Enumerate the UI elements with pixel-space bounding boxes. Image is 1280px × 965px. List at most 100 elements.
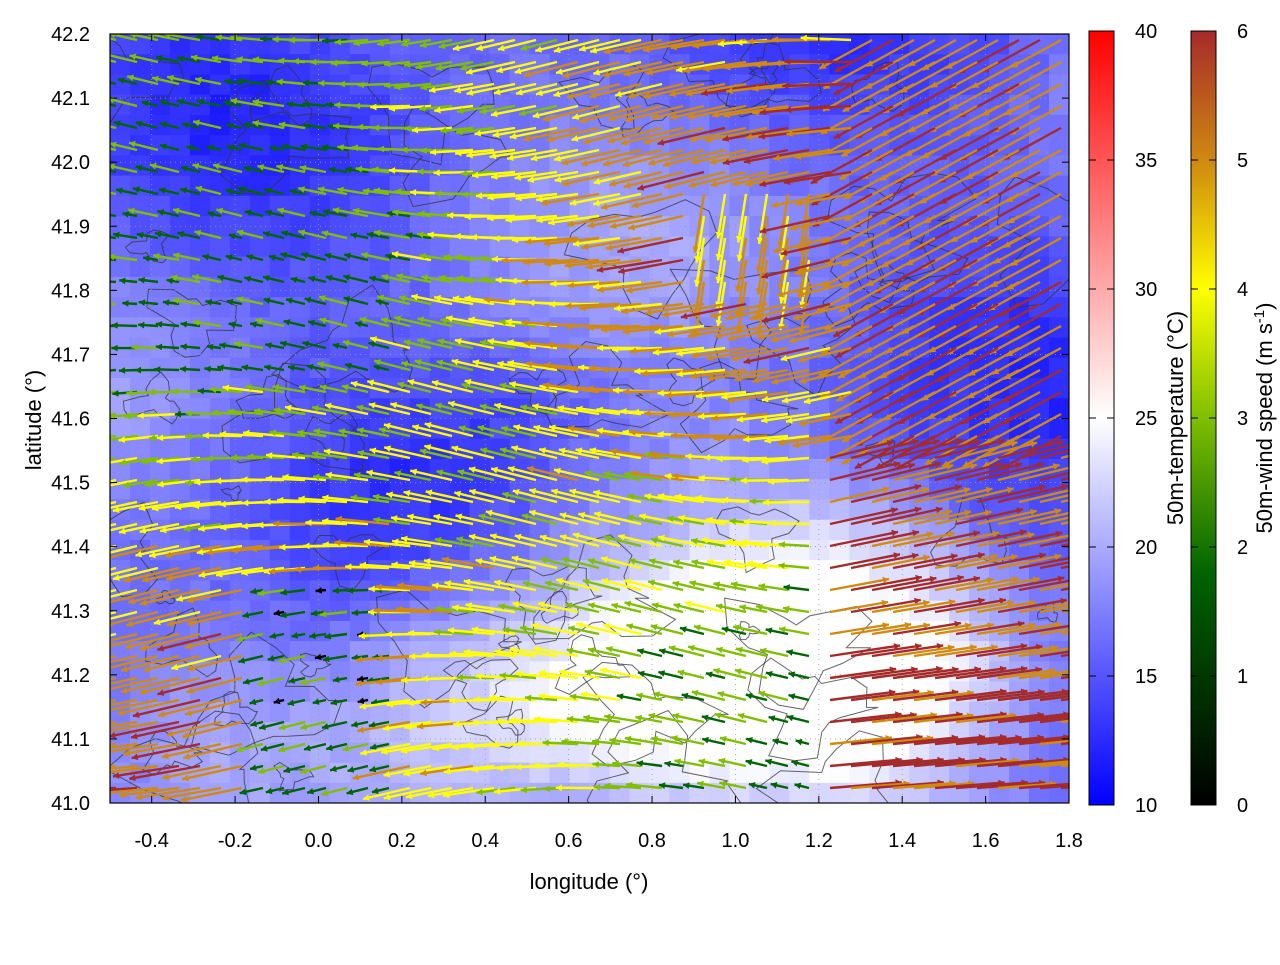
temperature-cell [1049,176,1070,197]
temperature-cell [290,34,311,55]
temperature-cell [250,459,271,480]
temperature-cell [270,682,291,703]
wind-vector-head [97,666,104,673]
temperature-cell [330,54,351,75]
wind-vector-head [101,749,108,756]
wind-vector-head [103,728,110,735]
wind-vector-head [1121,666,1128,673]
temperature-cell [290,682,311,703]
temperature-cell [330,763,351,784]
temperature-cell [130,439,151,460]
wind-vector-head [102,256,109,263]
wind-vector-head [1116,712,1123,719]
wind-vector-head [54,767,60,774]
temperature-cell [809,499,830,520]
wind-vector [101,370,116,371]
temperature-cell [250,236,271,257]
temperature-cell [550,297,571,318]
temperature-cell [350,135,371,156]
temperature-cell [969,155,990,176]
temperature-cell [410,115,431,136]
temperature-cell [110,317,131,338]
temperature-cell [709,196,730,217]
temperature-cell [530,722,551,743]
wind-vector-head [100,211,107,218]
temperature-cell [150,358,171,379]
wind-vector [54,766,117,770]
temperature-cell [849,742,870,763]
temperature-cell [190,398,211,419]
wind-vector-head [1116,599,1123,606]
wind-vector-head [1124,461,1131,468]
temperature-cell [370,115,391,136]
temperature-cell [450,702,471,723]
wind-vector-head [1082,734,1088,741]
temperature-cell [190,459,211,480]
temperature-cell [270,236,291,257]
temperature-cell [809,601,830,622]
temperature-cell [410,135,431,156]
temperature-cell [530,783,551,804]
temperature-cell [410,236,431,257]
temperature-cell [290,54,311,75]
temperature-cell [170,439,191,460]
temperature-cell [370,236,391,257]
wind-vector-head [1075,667,1082,674]
temperature-cell [530,742,551,763]
wind-vector-head [101,437,108,444]
wind-vector-head [1075,486,1082,493]
wind-vector-head [101,769,108,776]
temperature-cell [370,135,391,156]
temperature-cell [310,34,331,55]
wind-vector-head [90,54,97,61]
wind-vector [69,634,116,645]
temperature-cell [729,196,750,217]
temperature-cell [110,378,131,399]
wind-vector-head [91,165,98,172]
wind-vector-head [1077,553,1084,560]
wind-vector-head [99,600,106,607]
temperature-cell [190,439,211,460]
temperature-cell [170,378,191,399]
wind-vector [71,524,116,535]
temperature-cell [769,34,790,55]
temperature-cell [450,236,471,257]
temperature-cell [310,54,331,75]
temperature-cell [330,155,351,176]
temperature-cell [630,742,651,763]
wind-vector-head [102,707,109,714]
temperature-cell [170,236,191,257]
temperature-cell [310,75,331,96]
temperature-cell [210,236,231,257]
wind-vector-head [93,618,100,625]
wind-vector-head [98,687,105,694]
temperature-cell [210,459,231,480]
wind-vector-head [95,233,102,240]
wind-vector-head [1120,644,1127,651]
temperature-cell [809,702,830,723]
temperature-cell [150,236,171,257]
temperature-cell [1029,54,1050,75]
wind-vector-head [1071,509,1078,515]
wind-vector-head [1079,689,1086,696]
temperature-cell [290,317,311,338]
wind-vector-head [68,509,75,515]
wind-vector [68,502,117,513]
temperature-cell [270,540,291,561]
temperature-cell [270,75,291,96]
wind-vector-head [101,367,107,374]
temperature-cell [789,54,810,75]
wind-vector-head [1078,576,1085,583]
temperature-cell [390,621,411,642]
wind-vector-head [1126,734,1133,741]
wind-vector-head [87,508,94,515]
wind-vector-head [88,391,94,398]
temperature-cell [110,439,131,460]
temperature-cell [470,722,491,743]
temperature-cell [809,479,830,500]
temperature-cell [829,34,850,55]
temperature-cell [829,580,850,601]
temperature-cell [610,742,631,763]
temperature-cell [709,459,730,480]
wind-vector-head [1070,464,1077,471]
